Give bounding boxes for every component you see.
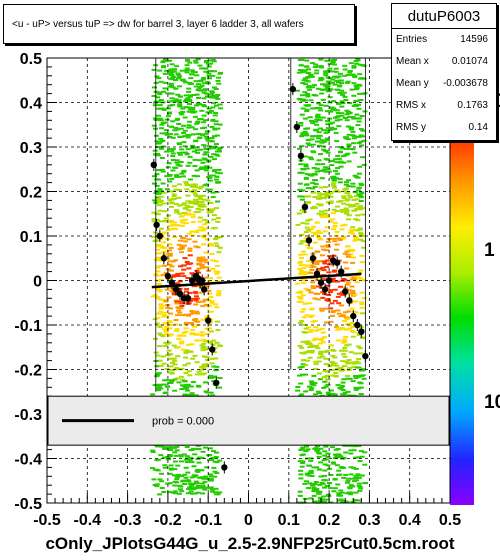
profile-point: [313, 270, 321, 278]
plot-title: <u - uP> versus tuP => dw for barrel 3, …: [3, 4, 355, 44]
profile-point: [160, 255, 168, 262]
x-tick-labels: -0.5 -0.4 -0.3 -0.2 -0.1 0 0.1 0.2 0.3 0.4 0.5: [33, 512, 461, 529]
profile-point: [358, 328, 365, 335]
profile-point: [213, 379, 220, 387]
y-tick-label: 0: [33, 274, 42, 291]
profile-point: [309, 255, 317, 262]
stats-row: Mean y -0.003678: [392, 73, 496, 95]
stats-row: RMS y 0.14: [392, 117, 496, 139]
profile-point: [176, 290, 184, 298]
stats-key: Mean y: [396, 78, 429, 89]
profile-point: [153, 221, 160, 229]
colorbar-tick-label: 10: [484, 392, 500, 413]
y-tick-label: 0.4: [20, 96, 42, 113]
fit-line: [151, 272, 362, 289]
profile-point: [342, 288, 349, 295]
x-tick-label: -0.5: [33, 512, 61, 529]
stats-key: RMS x: [396, 100, 426, 111]
stats-row: Mean x 0.01074: [392, 51, 496, 73]
y-tick-label: -0.3: [14, 407, 42, 424]
x-tick-label: 0: [244, 512, 253, 529]
stats-row: RMS x 0.1763: [392, 95, 496, 117]
x-tick-label: 0.1: [278, 512, 300, 529]
profile-point: [172, 286, 180, 293]
stats-key: Mean x: [396, 56, 429, 67]
profile-point: [188, 277, 196, 284]
legend: prob = 0.000: [47, 395, 450, 446]
profile-points: [150, 83, 369, 474]
y-tick-label: 0.3: [20, 140, 42, 157]
x-tick-label: -0.2: [154, 512, 182, 529]
y-tick-label: -0.1: [14, 318, 42, 335]
y-tick-label: 0.5: [20, 51, 42, 68]
profile-point: [205, 317, 212, 324]
x-tick-label: -0.3: [114, 512, 142, 529]
profile-point: [198, 277, 206, 284]
profile-point: [346, 297, 353, 304]
profile-point: [200, 286, 208, 293]
y-tick-label: 0.2: [20, 185, 42, 202]
profile-point: [221, 464, 228, 471]
stats-value: 0.1763: [457, 100, 488, 111]
stats-value: 0.01074: [451, 56, 488, 67]
profile-point: [209, 346, 216, 353]
stats-row: Entries 14596: [392, 29, 496, 51]
profile-point: [168, 279, 176, 286]
profile-point: [164, 272, 172, 280]
stats-value: 0.14: [468, 122, 488, 133]
legend-label: prob = 0.000: [152, 416, 214, 428]
y-tick-label: -0.4: [14, 452, 42, 469]
profile-point: [362, 352, 369, 360]
x-tick-label: 0.5: [439, 512, 461, 529]
x-tick-label: -0.4: [74, 512, 102, 529]
stats-key: RMS y: [396, 122, 426, 133]
profile-point: [293, 123, 301, 131]
profile-point: [317, 279, 325, 286]
y-tick-label: 0.1: [20, 229, 42, 246]
profile-point: [297, 152, 305, 160]
stats-value: -0.003678: [442, 78, 488, 89]
profile-point: [325, 277, 333, 284]
stats-name: dutuP6003: [392, 4, 496, 29]
x-tick-label: 0.2: [318, 512, 340, 529]
heatmap-layer: [150, 58, 369, 504]
profile-point: [289, 85, 297, 93]
stats-key: Entries: [396, 34, 428, 45]
profile-point: [321, 286, 329, 293]
profile-point: [305, 237, 313, 244]
colorbar-tick-label: 1: [484, 240, 495, 261]
colorbar: [450, 130, 474, 505]
profile-point: [150, 161, 157, 168]
y-tick-label: -0.5: [14, 496, 42, 513]
stats-box: dutuP6003 Entries 14596 Mean x 0.01074 Mea…: [391, 3, 497, 141]
profile-point: [333, 259, 341, 266]
profile-point: [156, 232, 164, 240]
profile-point: [184, 295, 192, 302]
x-tick-label: -0.1: [194, 512, 222, 529]
file-name-footer: cOnly_JPlotsG44G_u_2.5-2.9NFP25rCut0.5cm…: [45, 534, 455, 553]
profile-point: [350, 312, 357, 320]
y-tick-label: -0.2: [14, 363, 42, 380]
profile-point: [354, 321, 361, 329]
stats-value: 14596: [460, 34, 488, 45]
x-tick-label: 0.3: [358, 512, 380, 529]
profile-point: [337, 268, 345, 275]
x-tick-label: 0.4: [399, 512, 421, 529]
profile-point: [301, 203, 309, 211]
y-tick-labels: 0.5 0.4 0.3 0.2 0.1 0 -0.1 -0.2 -0.3 -0.4 -0.5: [14, 51, 42, 513]
